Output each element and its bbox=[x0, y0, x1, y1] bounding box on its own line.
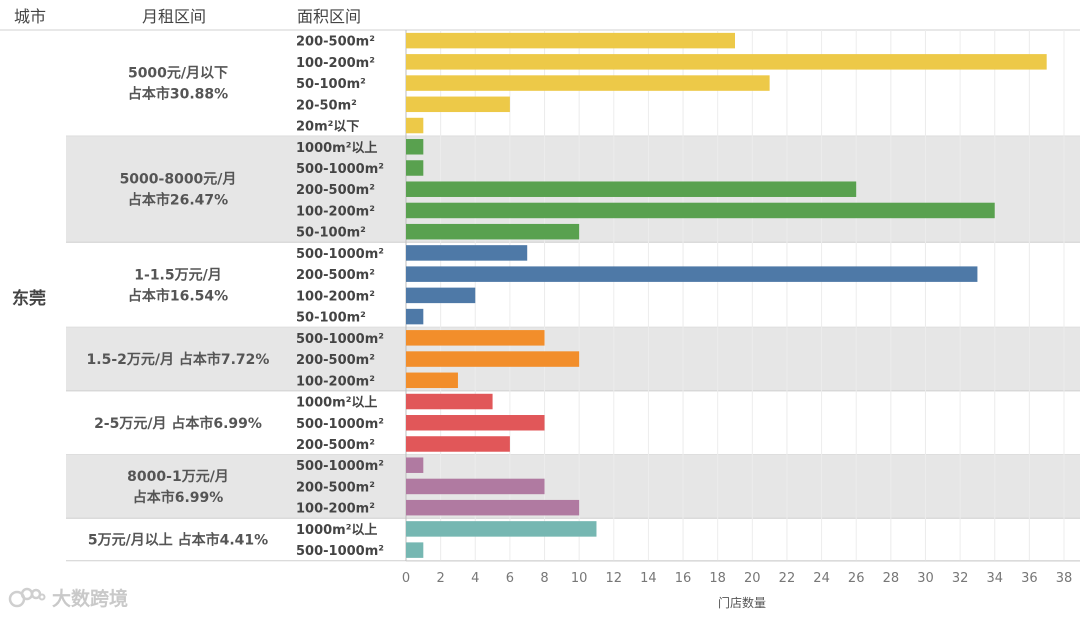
bar bbox=[406, 32, 735, 49]
x-tick-label: 8 bbox=[540, 571, 548, 586]
row-label: 50-100m² bbox=[296, 77, 366, 92]
bar bbox=[406, 139, 424, 155]
group-label: 5000-8000元/月 bbox=[120, 172, 237, 188]
x-tick-label: 12 bbox=[606, 571, 623, 586]
x-tick-label: 14 bbox=[640, 571, 657, 586]
x-axis-title: 门店数量 bbox=[718, 595, 766, 610]
row-label: 20m²以下 bbox=[296, 120, 359, 135]
bar bbox=[406, 542, 424, 558]
brand-logo-icon bbox=[8, 587, 46, 607]
x-tick-label: 30 bbox=[917, 571, 934, 586]
bar bbox=[406, 160, 424, 176]
x-tick-label: 2 bbox=[436, 571, 444, 586]
row-label: 500-1000m² bbox=[296, 332, 384, 347]
bar bbox=[406, 393, 493, 410]
row-label: 1000m²以上 bbox=[296, 523, 377, 538]
watermark-text: 大数跨境 bbox=[52, 588, 129, 610]
bar bbox=[406, 54, 1047, 70]
group-label: 5000元/月以下 bbox=[128, 66, 228, 82]
group-label: 占本市16.54% bbox=[128, 287, 228, 304]
header-rent: 月租区间 bbox=[142, 7, 206, 26]
bar bbox=[406, 96, 510, 113]
x-tick-label: 28 bbox=[883, 571, 900, 586]
row-label: 200-500m² bbox=[296, 353, 375, 368]
bar bbox=[406, 223, 580, 240]
row-label: 100-200m² bbox=[296, 374, 375, 389]
x-tick-label: 24 bbox=[813, 571, 830, 586]
bar bbox=[406, 372, 458, 389]
header-area: 面积区间 bbox=[297, 7, 361, 26]
city-label: 东莞 bbox=[12, 288, 46, 309]
group-label: 占本市6.99% bbox=[133, 489, 224, 506]
row-label: 200-500m² bbox=[296, 480, 375, 495]
x-tick-label: 0 bbox=[402, 571, 410, 586]
x-tick-label: 26 bbox=[848, 571, 865, 586]
bar bbox=[406, 202, 995, 219]
x-tick-label: 34 bbox=[986, 571, 1003, 586]
row-label: 200-500m² bbox=[296, 438, 375, 453]
row-label: 100-200m² bbox=[296, 502, 375, 517]
x-tick-label: 20 bbox=[744, 571, 761, 586]
bar bbox=[406, 245, 528, 261]
group-label: 5万元/月以上 占本市4.41% bbox=[88, 532, 268, 549]
bar bbox=[406, 457, 424, 473]
x-tick-label: 32 bbox=[952, 571, 969, 586]
x-axis: 0 2 4 6 8 10 12 14 16 18 20 22 24 26 28 30 32 34 36 38 bbox=[402, 560, 1080, 586]
row-label: 50-100m² bbox=[296, 311, 366, 326]
bar bbox=[406, 478, 545, 495]
bar bbox=[406, 117, 424, 134]
bar bbox=[406, 330, 545, 346]
bar bbox=[406, 287, 476, 304]
bars bbox=[406, 32, 1047, 558]
row-label: 500-1000m² bbox=[296, 417, 384, 432]
bar bbox=[406, 308, 424, 325]
x-tick-label: 36 bbox=[1021, 571, 1038, 586]
group-label: 占本市26.47% bbox=[128, 192, 228, 209]
group-label: 占本市30.88% bbox=[128, 86, 228, 103]
group-label: 8000-1万元/月 bbox=[127, 469, 229, 485]
bar bbox=[406, 75, 770, 91]
bar bbox=[406, 415, 545, 431]
row-label: 100-200m² bbox=[296, 56, 375, 71]
x-tick-label: 38 bbox=[1056, 571, 1073, 586]
group-label: 2-5万元/月 占本市6.99% bbox=[94, 415, 262, 432]
header-city: 城市 bbox=[14, 7, 46, 26]
x-tick-label: 22 bbox=[779, 571, 796, 586]
bar bbox=[406, 499, 580, 516]
x-tick-label: 16 bbox=[675, 571, 692, 586]
x-tick-label: 10 bbox=[571, 571, 588, 586]
row-label: 200-500m² bbox=[296, 183, 375, 198]
row-label: 1000m²以上 bbox=[296, 141, 377, 156]
row-label: 500-1000m² bbox=[296, 247, 384, 262]
group-label: 1-1.5万元/月 bbox=[134, 267, 221, 283]
group-label: 1.5-2万元/月 占本市7.72% bbox=[87, 351, 270, 368]
row-label: 100-200m² bbox=[296, 204, 375, 219]
row-label: 50-100m² bbox=[296, 226, 366, 241]
x-tick-label: 6 bbox=[506, 571, 514, 586]
x-tick-label: 18 bbox=[709, 571, 726, 586]
bar bbox=[406, 181, 857, 197]
bar bbox=[406, 266, 978, 282]
row-label: 1000m²以上 bbox=[296, 396, 377, 411]
x-tick-label: 4 bbox=[471, 571, 479, 586]
row-label: 20-50m² bbox=[296, 98, 357, 113]
row-label: 500-1000m² bbox=[296, 162, 384, 177]
row-label: 200-500m² bbox=[296, 268, 375, 283]
watermark: 大数跨境 bbox=[8, 584, 128, 611]
bar bbox=[406, 521, 597, 537]
row-label: 500-1000m² bbox=[296, 544, 384, 559]
bar bbox=[406, 351, 580, 367]
row-label: 500-1000m² bbox=[296, 459, 384, 474]
bar bbox=[406, 436, 510, 452]
row-label: 100-200m² bbox=[296, 289, 375, 304]
row-label: 200-500m² bbox=[296, 35, 375, 50]
